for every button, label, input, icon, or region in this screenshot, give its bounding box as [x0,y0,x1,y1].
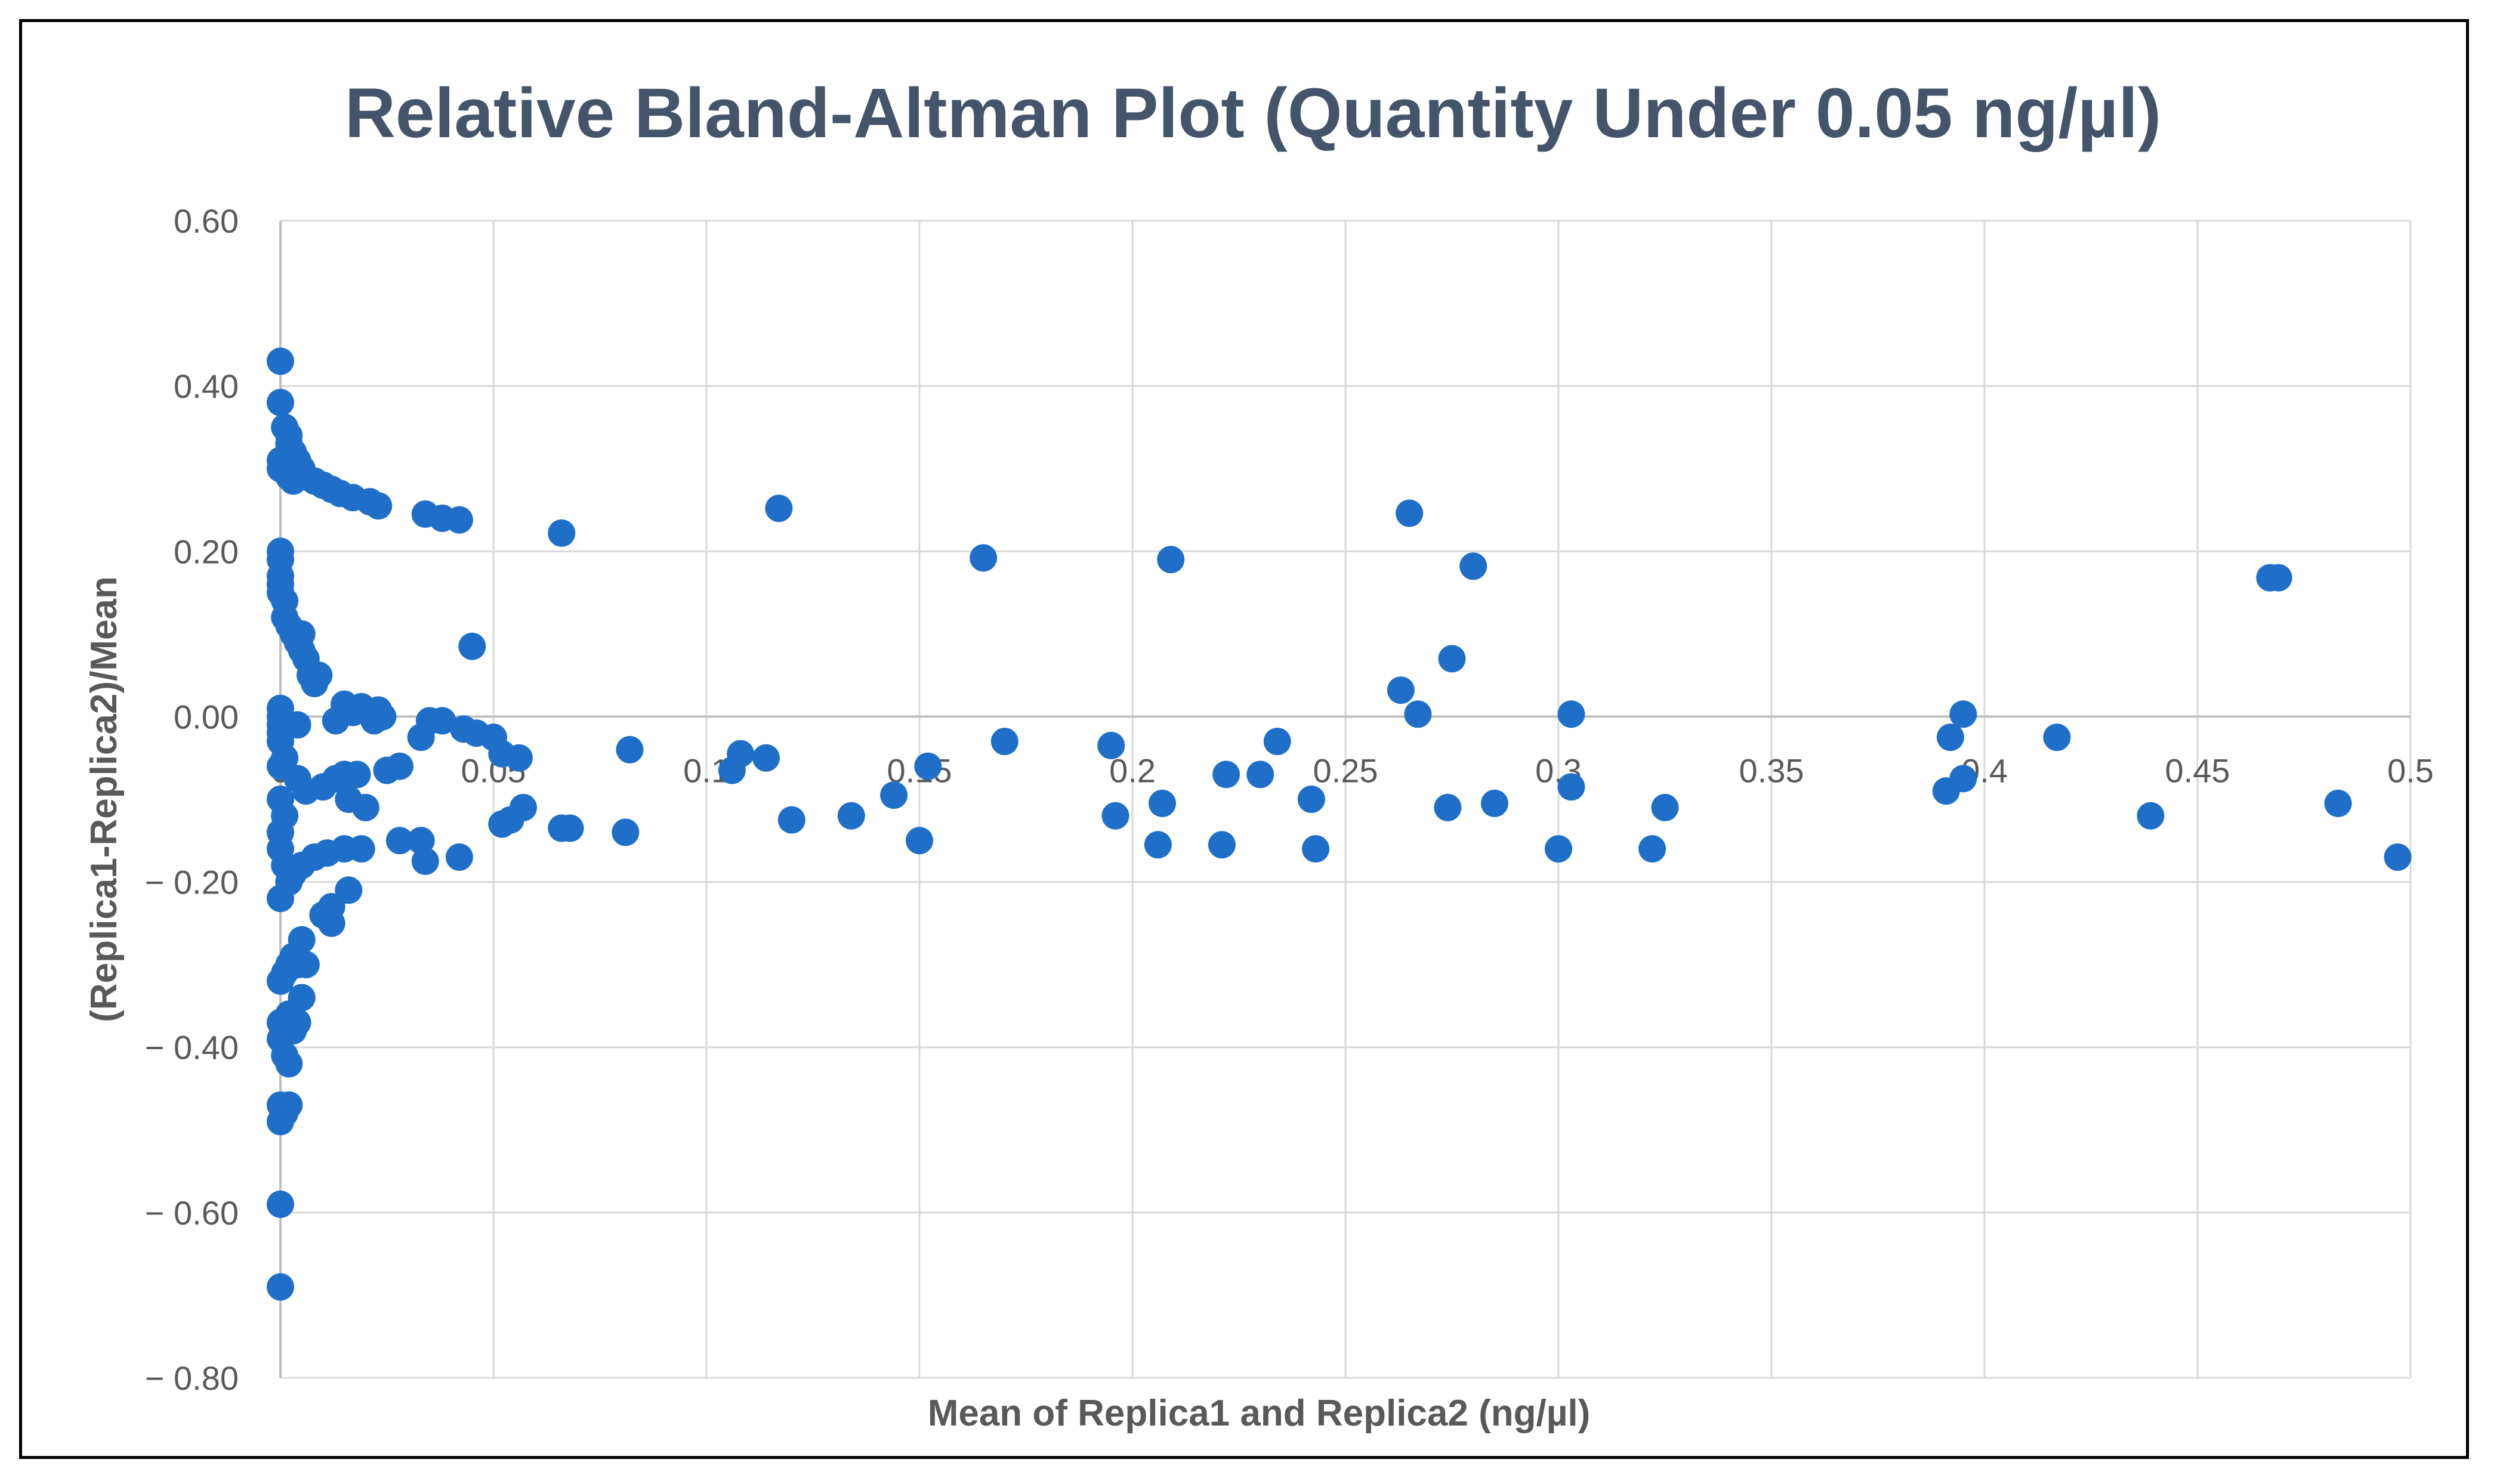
data-point [445,506,473,534]
data-point [1208,831,1236,859]
data-points [267,347,2412,1301]
data-point [267,885,294,913]
data-point [343,760,371,789]
y-tick-label: − 0.60 [145,1194,239,1232]
data-point [1557,773,1585,801]
data-point [752,744,780,772]
x-tick-label: 0.45 [2165,752,2230,789]
data-point [509,793,537,821]
data-point [1302,835,1330,863]
data-point [275,1091,303,1119]
data-point [1651,793,1679,821]
data-point [548,519,576,547]
data-point [1144,831,1172,859]
data-point [267,347,294,375]
data-point [1434,793,1462,821]
y-tick-label: 0.20 [174,533,239,570]
data-point [385,752,413,780]
data-point [906,827,933,855]
y-tick-labels: 0.60 0.40 0.20 0.00 − 0.20 − 0.40 − 0.60 − 0.80 [145,202,239,1397]
data-point [1459,552,1487,580]
y-tick-label: − 0.80 [145,1359,239,1397]
y-tick-label: − 0.40 [145,1029,239,1066]
data-point [411,847,439,875]
data-point [2264,564,2292,592]
y-tick-label: 0.00 [174,698,239,735]
data-point [1949,765,1977,793]
data-point [428,707,456,735]
data-point [1157,546,1185,574]
data-point [1396,499,1424,527]
data-point [351,793,379,821]
x-tick-label: 0.35 [1739,752,1804,789]
data-point [1557,700,1585,728]
data-point [777,806,805,834]
data-point [1480,789,1508,817]
data-point [283,1009,311,1037]
data-point [612,818,640,846]
x-tick-label: 0.2 [1109,752,1156,789]
data-point [1638,835,1666,863]
data-point [283,711,311,739]
data-point [317,909,345,937]
data-point [369,703,397,731]
data-point [990,728,1018,755]
data-point [1936,724,1964,752]
data-point [1101,802,1129,830]
data-point [267,1191,294,1218]
x-tick-label: 0.25 [1313,752,1378,789]
data-point [347,835,375,863]
data-point [880,781,908,809]
data-point [1246,760,1274,789]
data-point [335,876,363,904]
x-tick-labels: 00.050.10.150.20.250.30.350.40.450.5 [271,752,2434,789]
data-point [1949,700,1977,728]
y-tick-label: 0.40 [174,367,239,405]
data-point [2043,724,2071,752]
data-point [407,827,435,855]
data-point [305,661,333,690]
data-point [267,1273,294,1301]
data-point [505,744,533,772]
data-point [556,814,584,842]
data-point [267,388,294,416]
data-point [1263,728,1291,755]
grid-lines [279,219,2412,1379]
data-point [292,951,320,979]
data-point [1438,645,1466,673]
data-point [914,752,942,780]
chart-title: Relative Bland-Altman Plot (Quantity Und… [345,74,2162,153]
data-point [288,620,316,648]
data-point [2137,802,2165,830]
data-point [458,632,486,660]
x-tick-label: 0.5 [2387,752,2434,789]
x-axis-title: Mean of Replica1 and Replica2 (ng/µl) [928,1393,1591,1434]
data-point [365,492,393,520]
data-point [2324,789,2352,817]
y-axis-title: (Replica1-Replica2)/Mean [84,576,125,1022]
data-point [1545,835,1572,863]
data-point [275,1050,303,1078]
data-point [765,494,793,523]
y-tick-label: 0.60 [174,202,239,240]
data-point [1212,760,1240,789]
data-point [2384,843,2412,871]
data-point [616,735,644,763]
data-point [727,740,755,768]
data-point [1297,786,1325,813]
data-point [445,843,473,871]
data-point [1387,676,1415,704]
data-point [1148,789,1176,817]
data-point [1097,731,1125,759]
data-point [385,827,413,855]
data-point [1404,700,1432,728]
y-tick-label: − 0.20 [145,864,239,901]
data-point [970,544,998,572]
data-point [837,802,865,830]
